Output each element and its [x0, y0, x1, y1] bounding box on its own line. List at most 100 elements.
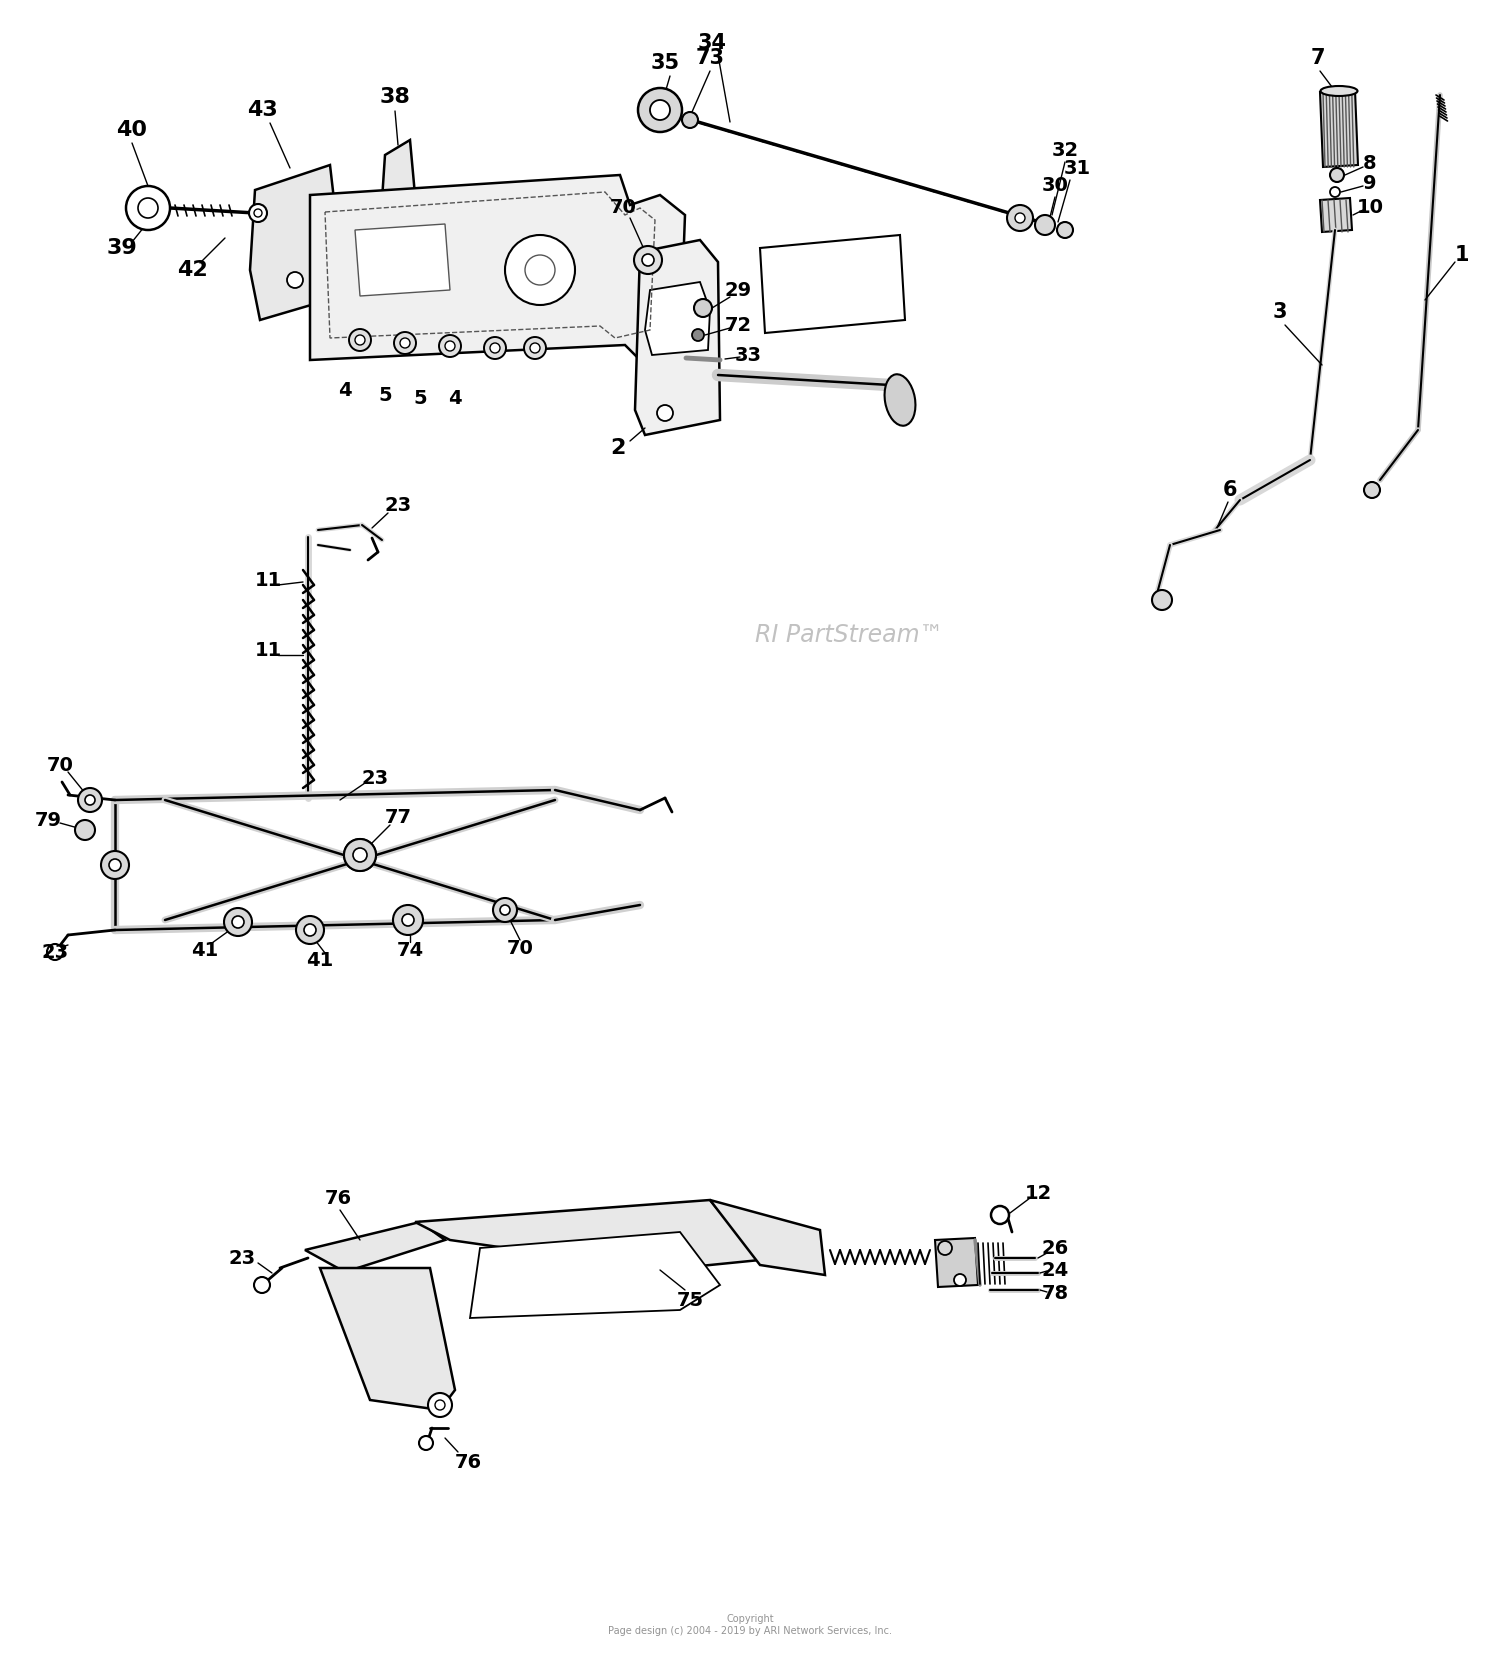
Circle shape [638, 88, 682, 132]
Circle shape [427, 1394, 451, 1417]
Circle shape [1152, 590, 1172, 610]
Circle shape [286, 272, 303, 288]
Circle shape [249, 203, 267, 222]
Circle shape [352, 849, 368, 862]
Text: 70: 70 [507, 939, 534, 957]
Polygon shape [310, 175, 686, 360]
Text: 8: 8 [1364, 153, 1377, 172]
Circle shape [344, 839, 376, 870]
Text: 70: 70 [609, 197, 636, 217]
Text: 42: 42 [177, 260, 207, 280]
Circle shape [530, 343, 540, 353]
Text: 41: 41 [306, 950, 333, 970]
Circle shape [402, 914, 414, 925]
Circle shape [500, 905, 510, 915]
Text: 5: 5 [413, 388, 428, 407]
Circle shape [1035, 215, 1054, 235]
Circle shape [435, 1400, 445, 1410]
Circle shape [1330, 187, 1340, 197]
Circle shape [490, 343, 500, 353]
Text: 23: 23 [362, 768, 388, 787]
Circle shape [126, 187, 170, 230]
Circle shape [78, 788, 102, 812]
Text: 24: 24 [1041, 1260, 1068, 1280]
Circle shape [525, 255, 555, 285]
Ellipse shape [1320, 87, 1358, 97]
Polygon shape [416, 1200, 760, 1270]
Circle shape [1364, 482, 1380, 498]
Circle shape [110, 859, 122, 870]
Text: 76: 76 [454, 1452, 482, 1472]
Text: 32: 32 [1052, 140, 1078, 160]
Ellipse shape [885, 375, 915, 425]
Text: 38: 38 [380, 87, 411, 107]
Text: 12: 12 [1024, 1184, 1051, 1202]
Text: 23: 23 [228, 1249, 255, 1267]
Text: 7: 7 [1311, 48, 1326, 68]
Text: 6: 6 [1222, 480, 1238, 500]
Text: 33: 33 [735, 345, 762, 365]
Circle shape [224, 909, 252, 935]
Circle shape [1330, 168, 1344, 182]
Circle shape [694, 298, 712, 317]
Polygon shape [356, 223, 450, 297]
Text: 11: 11 [255, 570, 282, 590]
Text: 10: 10 [1356, 197, 1383, 217]
Circle shape [682, 112, 698, 128]
Polygon shape [304, 1222, 446, 1272]
Circle shape [344, 839, 376, 870]
Circle shape [992, 1205, 1010, 1224]
Text: 26: 26 [1041, 1239, 1068, 1257]
Circle shape [650, 100, 670, 120]
Circle shape [938, 1240, 952, 1255]
Polygon shape [251, 165, 345, 320]
Circle shape [254, 208, 262, 217]
Circle shape [138, 198, 158, 218]
Polygon shape [320, 1269, 454, 1410]
Circle shape [642, 253, 654, 267]
Text: 4: 4 [448, 388, 462, 407]
Circle shape [304, 924, 316, 935]
Text: 78: 78 [1041, 1284, 1068, 1302]
Text: 4: 4 [338, 380, 352, 400]
Polygon shape [1320, 198, 1352, 232]
Text: 3: 3 [1272, 302, 1287, 322]
Circle shape [232, 915, 244, 929]
Circle shape [86, 795, 94, 805]
Text: 9: 9 [1364, 173, 1377, 192]
Circle shape [1058, 222, 1072, 238]
Circle shape [400, 338, 410, 348]
Text: 5: 5 [378, 385, 392, 405]
Polygon shape [382, 140, 416, 215]
Text: 23: 23 [42, 942, 69, 962]
Polygon shape [645, 282, 710, 355]
Text: 40: 40 [117, 120, 147, 140]
Circle shape [75, 820, 94, 840]
Circle shape [440, 335, 460, 357]
Circle shape [254, 1277, 270, 1294]
Circle shape [446, 342, 454, 352]
Text: 2: 2 [610, 438, 626, 458]
Text: 76: 76 [324, 1189, 351, 1207]
Circle shape [100, 850, 129, 879]
Text: 30: 30 [1041, 175, 1068, 195]
Text: 79: 79 [34, 810, 62, 830]
Text: 43: 43 [246, 100, 278, 120]
Circle shape [954, 1274, 966, 1285]
Text: 74: 74 [396, 940, 423, 960]
Text: 1: 1 [1455, 245, 1468, 265]
Circle shape [356, 335, 364, 345]
Text: 29: 29 [724, 280, 752, 300]
Polygon shape [634, 240, 720, 435]
Circle shape [484, 337, 506, 358]
Text: 11: 11 [255, 640, 282, 660]
Circle shape [524, 337, 546, 358]
Circle shape [350, 328, 370, 352]
Circle shape [1007, 205, 1034, 232]
Circle shape [506, 235, 574, 305]
Circle shape [394, 332, 416, 353]
Text: RI PartStream™: RI PartStream™ [754, 623, 944, 647]
Text: 75: 75 [676, 1290, 703, 1310]
Circle shape [494, 899, 517, 922]
Polygon shape [470, 1232, 720, 1319]
